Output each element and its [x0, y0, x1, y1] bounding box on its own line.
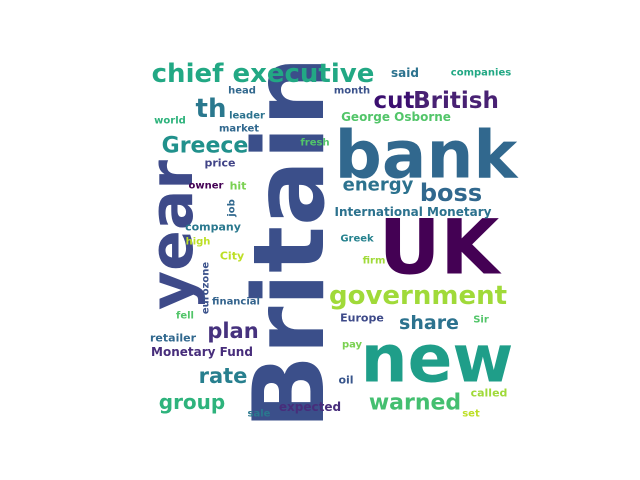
- word-warned: warned: [369, 391, 461, 416]
- word-set: set: [462, 409, 480, 420]
- word-plan: plan: [207, 319, 258, 343]
- word-retailer: retailer: [150, 332, 197, 345]
- word-market: market: [219, 124, 259, 135]
- word-cut: cut: [373, 88, 414, 114]
- word-pay: pay: [342, 340, 363, 351]
- word-boss: boss: [420, 179, 482, 207]
- word-britain: Britain: [233, 57, 347, 430]
- word-new: new: [361, 321, 514, 398]
- word-th: th: [196, 94, 227, 124]
- word-head: head: [228, 86, 256, 97]
- word-international-monetary: International Monetary: [335, 205, 492, 219]
- word-oil: oil: [338, 374, 353, 387]
- word-said: said: [391, 66, 419, 80]
- word-greek: Greek: [340, 234, 374, 245]
- word-government: government: [329, 281, 507, 311]
- word-company: company: [185, 221, 241, 234]
- word-share: share: [399, 312, 459, 334]
- word-financial: financial: [212, 297, 260, 308]
- word-fresh: fresh: [300, 138, 329, 149]
- word-bank: bank: [335, 117, 520, 194]
- word-george-osborne: George Osborne: [341, 110, 451, 124]
- word-year: year: [137, 160, 207, 310]
- word-british: British: [413, 88, 499, 114]
- word-leader: leader: [229, 111, 265, 122]
- word-price: price: [204, 157, 235, 170]
- word-high: high: [186, 237, 211, 248]
- word-companies: companies: [451, 68, 511, 79]
- word-expected: expected: [279, 400, 341, 414]
- word-energy: energy: [343, 175, 414, 196]
- word-chief-executive: chief executive: [152, 59, 375, 89]
- word-owner: owner: [189, 181, 224, 192]
- word-firm: firm: [363, 256, 386, 267]
- word-monetary-fund: Monetary Fund: [151, 345, 253, 359]
- word-month: month: [334, 86, 370, 97]
- word-group: group: [159, 390, 225, 414]
- word-uk: UK: [379, 203, 503, 292]
- word-fell: fell: [176, 311, 194, 322]
- word-hit: hit: [230, 180, 247, 193]
- word-rate: rate: [199, 364, 248, 388]
- word-sale: sale: [248, 409, 271, 420]
- word-called: called: [471, 387, 508, 400]
- word-europe: Europe: [340, 312, 384, 325]
- word-city: City: [220, 250, 244, 263]
- word-world: world: [154, 116, 186, 127]
- word-sir: Sir: [473, 315, 489, 326]
- word-eurozone: eurozone: [201, 262, 212, 315]
- word-job: job: [227, 199, 238, 217]
- word-greece: Greece: [162, 134, 249, 159]
